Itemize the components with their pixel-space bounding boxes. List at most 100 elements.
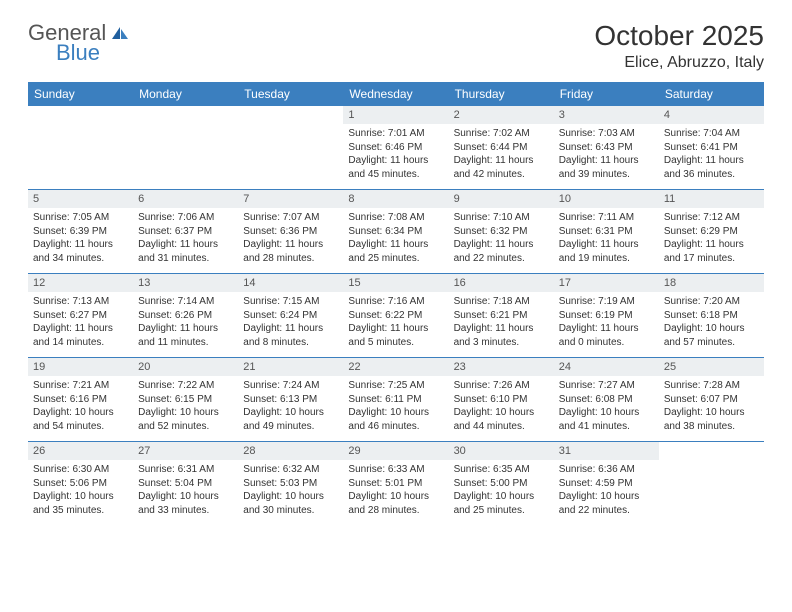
- sunset-line: Sunset: 6:43 PM: [559, 141, 654, 155]
- daylight-line: Daylight: 10 hours and 33 minutes.: [138, 490, 233, 517]
- sunset-line: Sunset: 6:44 PM: [454, 141, 549, 155]
- daylight-line: Daylight: 10 hours and 57 minutes.: [664, 322, 759, 349]
- sunset-line: Sunset: 6:07 PM: [664, 393, 759, 407]
- daylight-line: Daylight: 10 hours and 25 minutes.: [454, 490, 549, 517]
- sunset-line: Sunset: 4:59 PM: [559, 477, 654, 491]
- daylight-line: Daylight: 11 hours and 22 minutes.: [454, 238, 549, 265]
- day-body: Sunrise: 7:10 AMSunset: 6:32 PMDaylight:…: [449, 208, 554, 273]
- day-body: Sunrise: 7:22 AMSunset: 6:15 PMDaylight:…: [133, 376, 238, 441]
- daylight-line: Daylight: 11 hours and 3 minutes.: [454, 322, 549, 349]
- sunrise-line: Sunrise: 7:19 AM: [559, 295, 654, 309]
- sunrise-line: Sunrise: 7:26 AM: [454, 379, 549, 393]
- sunset-line: Sunset: 6:18 PM: [664, 309, 759, 323]
- sunset-line: Sunset: 6:15 PM: [138, 393, 233, 407]
- day-cell: 11Sunrise: 7:12 AMSunset: 6:29 PMDayligh…: [659, 190, 764, 274]
- sunrise-line: Sunrise: 7:02 AM: [454, 127, 549, 141]
- day-body: Sunrise: 7:03 AMSunset: 6:43 PMDaylight:…: [554, 124, 659, 189]
- day-cell: 9Sunrise: 7:10 AMSunset: 6:32 PMDaylight…: [449, 190, 554, 274]
- day-number: 11: [659, 190, 764, 208]
- day-cell: [28, 106, 133, 190]
- day-cell: 22Sunrise: 7:25 AMSunset: 6:11 PMDayligh…: [343, 358, 448, 442]
- sunrise-line: Sunrise: 6:33 AM: [348, 463, 443, 477]
- day-number: 24: [554, 358, 659, 376]
- day-body: Sunrise: 7:01 AMSunset: 6:46 PMDaylight:…: [343, 124, 448, 189]
- sunset-line: Sunset: 6:39 PM: [33, 225, 128, 239]
- sunset-line: Sunset: 6:16 PM: [33, 393, 128, 407]
- day-body: Sunrise: 6:35 AMSunset: 5:00 PMDaylight:…: [449, 460, 554, 525]
- day-number: 12: [28, 274, 133, 292]
- day-number: 17: [554, 274, 659, 292]
- day-cell: 17 Sunrise: 7:19 AMSunset: 6:19 PMDayligh…: [554, 274, 659, 358]
- daylight-line: Daylight: 10 hours and 46 minutes.: [348, 406, 443, 433]
- sunrise-line: Sunrise: 7:27 AM: [559, 379, 654, 393]
- day-body: Sunrise: 7:06 AMSunset: 6:37 PMDaylight:…: [133, 208, 238, 273]
- day-cell: 7Sunrise: 7:07 AMSunset: 6:36 PMDaylight…: [238, 190, 343, 274]
- daylight-line: Daylight: 10 hours and 35 minutes.: [33, 490, 128, 517]
- sunrise-line: Sunrise: 6:36 AM: [559, 463, 654, 477]
- daylight-line: Daylight: 11 hours and 0 minutes.: [559, 322, 654, 349]
- sunset-line: Sunset: 6:24 PM: [243, 309, 338, 323]
- day-number: 28: [238, 442, 343, 460]
- sunrise-line: Sunrise: 6:30 AM: [33, 463, 128, 477]
- week-row: 5Sunrise: 7:05 AMSunset: 6:39 PMDaylight…: [28, 190, 764, 274]
- day-cell: 3Sunrise: 7:03 AMSunset: 6:43 PMDaylight…: [554, 106, 659, 190]
- day-number: 16: [449, 274, 554, 292]
- header-thursday: Thursday: [449, 82, 554, 106]
- day-number: [238, 106, 343, 124]
- daylight-line: Daylight: 11 hours and 36 minutes.: [664, 154, 759, 181]
- title-block: October 2025 Elice, Abruzzo, Italy: [594, 20, 764, 72]
- sunset-line: Sunset: 6:36 PM: [243, 225, 338, 239]
- sunset-line: Sunset: 6:22 PM: [348, 309, 443, 323]
- daylight-line: Daylight: 10 hours and 28 minutes.: [348, 490, 443, 517]
- day-cell: 1Sunrise: 7:01 AMSunset: 6:46 PMDaylight…: [343, 106, 448, 190]
- sunset-line: Sunset: 6:32 PM: [454, 225, 549, 239]
- sunset-line: Sunset: 6:11 PM: [348, 393, 443, 407]
- logo-text-blue: Blue: [56, 40, 100, 65]
- day-body: Sunrise: 7:25 AMSunset: 6:11 PMDaylight:…: [343, 376, 448, 441]
- calendar-table: Sunday Monday Tuesday Wednesday Thursday…: [28, 82, 764, 525]
- day-number: 18: [659, 274, 764, 292]
- sunset-line: Sunset: 5:00 PM: [454, 477, 549, 491]
- sunset-line: Sunset: 6:19 PM: [559, 309, 654, 323]
- day-number: 30: [449, 442, 554, 460]
- day-number: 5: [28, 190, 133, 208]
- day-cell: 26Sunrise: 6:30 AMSunset: 5:06 PMDayligh…: [28, 442, 133, 525]
- day-body: Sunrise: 7:07 AMSunset: 6:36 PMDaylight:…: [238, 208, 343, 273]
- sunset-line: Sunset: 6:34 PM: [348, 225, 443, 239]
- day-number: 13: [133, 274, 238, 292]
- day-cell: 25Sunrise: 7:28 AMSunset: 6:07 PMDayligh…: [659, 358, 764, 442]
- day-cell: 18Sunrise: 7:20 AMSunset: 6:18 PMDayligh…: [659, 274, 764, 358]
- day-body: [238, 124, 343, 149]
- sunrise-line: Sunrise: 6:35 AM: [454, 463, 549, 477]
- daylight-line: Daylight: 10 hours and 49 minutes.: [243, 406, 338, 433]
- day-cell: 4Sunrise: 7:04 AMSunset: 6:41 PMDaylight…: [659, 106, 764, 190]
- sunrise-line: Sunrise: 7:18 AM: [454, 295, 549, 309]
- day-cell: 16 Sunrise: 7:18 AMSunset: 6:21 PMDayligh…: [449, 274, 554, 358]
- day-header-row: Sunday Monday Tuesday Wednesday Thursday…: [28, 82, 764, 106]
- header-saturday: Saturday: [659, 82, 764, 106]
- daylight-line: Daylight: 11 hours and 42 minutes.: [454, 154, 549, 181]
- day-cell: 12Sunrise: 7:13 AMSunset: 6:27 PMDayligh…: [28, 274, 133, 358]
- week-row: 12Sunrise: 7:13 AMSunset: 6:27 PMDayligh…: [28, 274, 764, 358]
- day-cell: 20Sunrise: 7:22 AMSunset: 6:15 PMDayligh…: [133, 358, 238, 442]
- day-cell: 29Sunrise: 6:33 AMSunset: 5:01 PMDayligh…: [343, 442, 448, 525]
- sunset-line: Sunset: 6:10 PM: [454, 393, 549, 407]
- day-number: 2: [449, 106, 554, 124]
- day-number: 19: [28, 358, 133, 376]
- day-body: [28, 124, 133, 149]
- daylight-line: Daylight: 11 hours and 17 minutes.: [664, 238, 759, 265]
- daylight-line: Daylight: 10 hours and 44 minutes.: [454, 406, 549, 433]
- day-body: Sunrise: 7:05 AMSunset: 6:39 PMDaylight:…: [28, 208, 133, 273]
- sunset-line: Sunset: 6:08 PM: [559, 393, 654, 407]
- day-cell: 6Sunrise: 7:06 AMSunset: 6:37 PMDaylight…: [133, 190, 238, 274]
- day-body: Sunrise: 7:12 AMSunset: 6:29 PMDaylight:…: [659, 208, 764, 273]
- sunset-line: Sunset: 6:21 PM: [454, 309, 549, 323]
- month-title: October 2025: [594, 20, 764, 52]
- sunrise-line: Sunrise: 7:25 AM: [348, 379, 443, 393]
- sunrise-line: Sunrise: 7:05 AM: [33, 211, 128, 225]
- sunset-line: Sunset: 5:03 PM: [243, 477, 338, 491]
- day-number: [133, 106, 238, 124]
- day-cell: [238, 106, 343, 190]
- sunset-line: Sunset: 6:29 PM: [664, 225, 759, 239]
- day-body: Sunrise: 7:24 AMSunset: 6:13 PMDaylight:…: [238, 376, 343, 441]
